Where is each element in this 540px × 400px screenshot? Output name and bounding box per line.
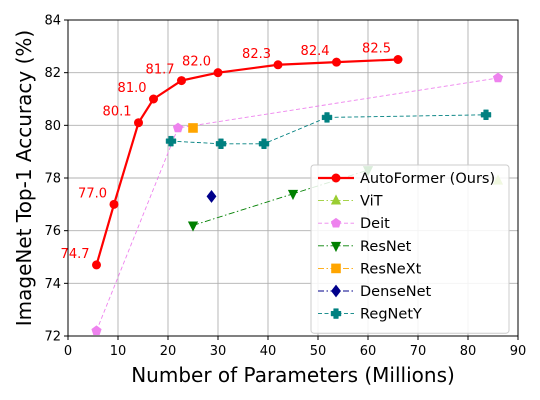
data-point	[321, 112, 333, 123]
x-axis-title: Number of Parameters (Millions)	[131, 363, 455, 387]
data-point	[258, 138, 270, 149]
data-label: 82.5	[362, 42, 391, 57]
x-tick-label: 30	[210, 344, 227, 359]
data-point	[492, 72, 504, 83]
legend-marker	[331, 263, 341, 274]
plot-frame	[67, 19, 519, 337]
series-densenet	[206, 190, 217, 203]
legend-item-regnety: RegNetY	[318, 307, 422, 323]
legend-label: RegNetY	[360, 307, 422, 323]
legend-label: DenseNet	[360, 284, 432, 300]
series-regnety	[165, 109, 492, 149]
data-point	[287, 189, 299, 201]
x-tick-label: 50	[310, 344, 327, 359]
data-point	[213, 68, 223, 78]
legend-item-deit: Deit	[318, 216, 390, 232]
data-label: 82.4	[301, 44, 330, 59]
series-line	[96, 77, 499, 331]
y-tick-label: 80	[44, 119, 61, 134]
legend-marker	[330, 194, 342, 205]
data-label: 82.3	[242, 47, 271, 62]
data-point	[332, 57, 341, 67]
y-axis-title: ImageNet Top-1 Accuracy (%)	[12, 30, 36, 326]
data-point	[273, 60, 283, 70]
legend-marker	[330, 217, 342, 228]
data-label: 77.0	[78, 186, 107, 201]
data-label: 74.7	[61, 247, 90, 262]
x-tick-label: 80	[460, 344, 477, 359]
data-point	[177, 76, 186, 86]
y-tick-label: 78	[44, 172, 61, 187]
data-point	[149, 94, 158, 104]
series-deit	[91, 72, 504, 336]
series-resnext	[188, 123, 198, 133]
legend: AutoFormer (Ours) ViT Deit ResNet ResNeXt Den…	[310, 164, 510, 334]
legend-item-resnet: ResNet	[318, 239, 412, 255]
x-tick-label: 90	[510, 344, 527, 359]
data-point	[188, 123, 198, 133]
series-autoformer-ours: 74.7 77.0 80.1 81.0 81.7 82.0 82.3 82.4 82.5	[61, 42, 403, 270]
legend-box	[310, 164, 510, 334]
data-point	[393, 55, 403, 64]
legend-item-resnext: ResNeXt	[318, 261, 422, 277]
y-tick-label: 84	[44, 14, 61, 29]
data-point	[187, 221, 199, 232]
data-label: 80.1	[103, 105, 132, 120]
x-tick-label: 60	[360, 344, 377, 359]
legend-marker	[330, 241, 342, 253]
legend-label: ResNeXt	[360, 261, 422, 277]
legend-marker	[331, 284, 341, 298]
y-tick-label: 74	[44, 277, 61, 292]
legend-marker	[330, 308, 342, 319]
legend-item-vit: ViT	[318, 194, 383, 210]
x-tick-label: 70	[410, 344, 427, 359]
data-point	[206, 190, 217, 203]
legend-label: ViT	[360, 194, 383, 210]
x-tick-label: 10	[110, 344, 127, 359]
x-tick-label: 40	[260, 344, 277, 359]
data-point	[165, 135, 177, 147]
data-label: 81.0	[118, 81, 147, 96]
data-label: 82.0	[182, 55, 211, 70]
data-point	[134, 118, 143, 128]
legend-label: ResNet	[360, 239, 412, 255]
data-point	[109, 199, 119, 209]
y-tick-label: 76	[44, 224, 61, 239]
legend-label: AutoFormer (Ours)	[360, 171, 495, 187]
data-point	[92, 260, 101, 270]
data-point	[172, 122, 184, 133]
x-tick-label: 0	[64, 344, 72, 359]
x-tick-label: 20	[160, 344, 177, 359]
data-point	[215, 138, 227, 149]
data-point	[480, 109, 492, 120]
legend-item-densenet: DenseNet	[318, 284, 432, 300]
legend-label: Deit	[360, 216, 390, 232]
y-tick-label: 82	[44, 66, 61, 81]
y-tick-label: 72	[44, 330, 61, 345]
legend-item-autoformer-ours: AutoFormer (Ours)	[318, 171, 495, 187]
data-point	[91, 325, 102, 336]
legend-marker	[331, 173, 341, 183]
data-label: 81.7	[146, 63, 175, 78]
